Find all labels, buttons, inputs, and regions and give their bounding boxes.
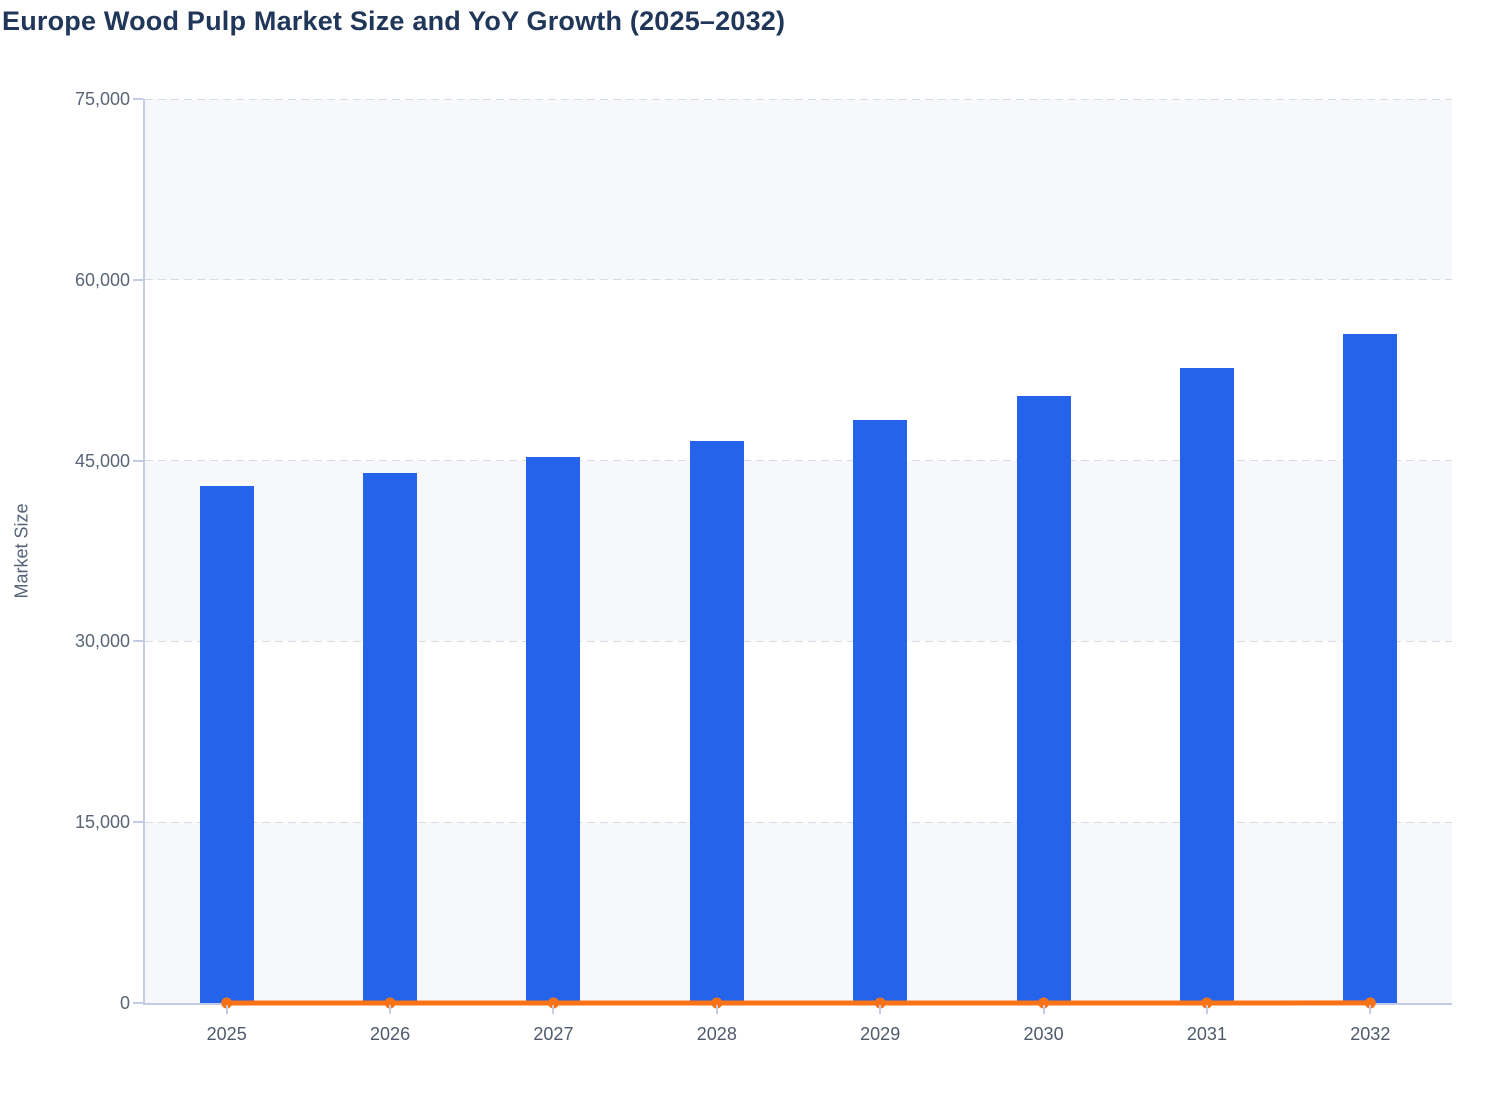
y-axis-tick-label: 30,000	[74, 631, 130, 652]
x-axis-tick-mark	[1369, 1005, 1372, 1014]
y-axis-tick-label: 45,000	[74, 450, 130, 471]
plot-band	[145, 460, 1452, 642]
yoy-marker-2025[interactable]	[221, 997, 233, 1009]
y-axis-tick-mark	[133, 278, 143, 281]
gridline	[145, 640, 1452, 642]
chart-title: Europe Wood Pulp Market Size and YoY Gro…	[2, 6, 786, 36]
y-axis-tick-mark	[133, 1002, 143, 1004]
bar-2029[interactable]	[853, 419, 908, 1003]
x-axis-tick-mark	[715, 1005, 718, 1014]
y-axis-tick-label: 0	[119, 993, 130, 1013]
yoy-marker-2028[interactable]	[711, 997, 723, 1009]
x-axis-tick-mark	[389, 1005, 392, 1014]
y-axis-tick-mark	[133, 98, 143, 100]
y-axis-tick-mark	[133, 459, 143, 462]
x-axis-tick-label: 2028	[696, 1024, 737, 1044]
x-axis-tick-mark	[1042, 1005, 1045, 1014]
bar-2026[interactable]	[363, 472, 418, 1003]
x-axis-tick-label: 2032	[1350, 1024, 1391, 1044]
x-axis-tick-mark	[225, 1005, 228, 1014]
x-axis-tick-mark	[1205, 1005, 1208, 1014]
gridline	[145, 98, 1452, 100]
x-axis-tick-label: 2029	[860, 1024, 901, 1044]
bar-2028[interactable]	[689, 440, 744, 1003]
yoy-marker-2029[interactable]	[874, 997, 886, 1009]
x-axis-tick-mark	[879, 1005, 882, 1014]
bar-2030[interactable]	[1016, 395, 1071, 1003]
y-axis-tick-mark	[133, 821, 143, 824]
bar-2032[interactable]	[1343, 333, 1398, 1003]
y-axis-title: Market Size	[11, 503, 32, 599]
x-axis-tick-label: 2030	[1023, 1024, 1064, 1044]
x-axis-tick-label: 2026	[370, 1024, 411, 1044]
plot-band	[145, 99, 1452, 280]
y-axis-tick-label: 75,000	[74, 89, 130, 109]
gridline	[145, 821, 1452, 823]
gridline	[145, 460, 1452, 462]
plot-band	[145, 822, 1452, 1003]
x-axis-tick-label: 2025	[206, 1024, 247, 1044]
x-axis-tick-mark	[552, 1005, 555, 1014]
x-axis-tick-label: 2027	[533, 1024, 574, 1044]
yoy-marker-2032[interactable]	[1364, 997, 1376, 1009]
bar-2027[interactable]	[526, 457, 581, 1003]
bar-2031[interactable]	[1179, 367, 1234, 1003]
plot-area	[143, 98, 1452, 1009]
yoy-marker-2026[interactable]	[384, 997, 396, 1009]
yoy-growth-line-layer	[221, 997, 1376, 1009]
gridline	[145, 279, 1452, 281]
yoy-marker-2031[interactable]	[1201, 997, 1213, 1009]
yoy-marker-2027[interactable]	[547, 997, 559, 1009]
yoy-marker-2030[interactable]	[1038, 997, 1050, 1009]
bar-2025[interactable]	[199, 485, 254, 1003]
y-axis-tick-mark	[133, 640, 143, 643]
y-axis-tick-label: 60,000	[74, 269, 130, 290]
y-axis-tick-label: 15,000	[74, 812, 130, 833]
x-axis-tick-label: 2031	[1186, 1024, 1227, 1044]
